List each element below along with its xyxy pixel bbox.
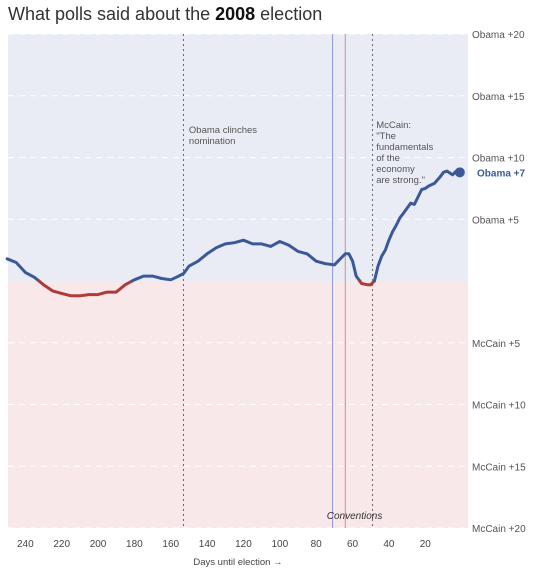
- mccain-lead-region: [8, 281, 468, 528]
- title-prefix: What polls said about the: [8, 4, 216, 24]
- y-tick-label: McCain +5: [472, 339, 521, 350]
- x-tick-label: 20: [420, 539, 432, 550]
- y-tick-label: Obama +20: [472, 30, 525, 41]
- annotation-text: of the: [376, 153, 400, 164]
- y-tick-label: McCain +10: [472, 401, 526, 412]
- annotation-text: Obama clinches: [189, 125, 257, 136]
- annotation-text: fundamentals: [376, 142, 433, 153]
- y-tick-label: Obama +15: [472, 92, 525, 103]
- x-axis-label: Days until election →: [193, 557, 282, 568]
- y-tick-label: Obama +10: [472, 154, 525, 165]
- x-tick-label: 140: [199, 539, 216, 550]
- endpoint-dot: [454, 167, 465, 178]
- annotation-text: economy: [376, 164, 415, 175]
- x-tick-label: 40: [383, 539, 395, 550]
- y-tick-label: Obama +5: [472, 215, 519, 226]
- title-suffix: election: [255, 4, 323, 24]
- obama-lead-line: [372, 169, 462, 283]
- obama-lead-line: [5, 257, 41, 283]
- chart-title: What polls said about the 2008 election: [8, 4, 322, 25]
- annotation-text: nomination: [189, 136, 235, 147]
- obama-lead-line: [130, 238, 362, 283]
- y-tick-label: McCain +20: [472, 524, 526, 535]
- mccain-lead-line: [358, 279, 376, 287]
- title-year: 2008: [215, 4, 256, 24]
- annotation-text: are strong.": [376, 175, 425, 186]
- obama-lead-region: [8, 34, 468, 281]
- endpoint-label: Obama +7: [477, 168, 526, 179]
- x-tick-label: 160: [162, 539, 179, 550]
- x-tick-label: 200: [90, 539, 107, 550]
- x-tick-label: 60: [347, 539, 359, 550]
- x-tick-label: 100: [271, 539, 288, 550]
- x-tick-label: 180: [126, 539, 143, 550]
- mccain-lead-line: [37, 279, 134, 298]
- conventions-label: Conventions: [327, 511, 383, 522]
- x-tick-label: 120: [235, 539, 252, 550]
- x-tick-label: 80: [311, 539, 323, 550]
- annotation-text: McCain:: [376, 120, 411, 131]
- y-tick-label: McCain +15: [472, 462, 526, 473]
- x-tick-label: 240: [17, 539, 34, 550]
- annotation-text: "The: [376, 131, 396, 142]
- x-tick-label: 220: [53, 539, 70, 550]
